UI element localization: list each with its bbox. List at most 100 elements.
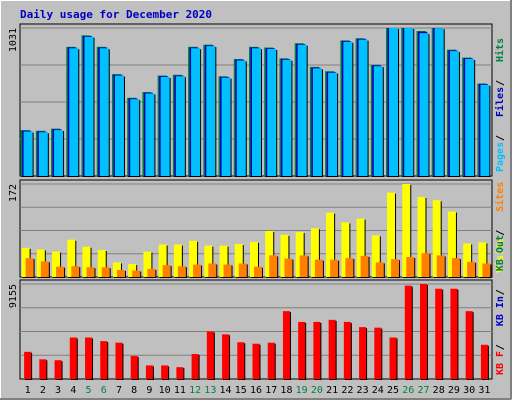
bar-pages-day-18 <box>282 59 292 176</box>
bar-pages-day-4 <box>69 48 79 177</box>
x-tick-10: 10 <box>159 385 171 396</box>
bar-sites-day-13 <box>208 263 217 277</box>
x-tick-20: 20 <box>311 385 323 396</box>
bar-sites-day-20 <box>314 259 323 277</box>
x-tick-6: 6 <box>101 385 107 396</box>
bar-pages-day-14 <box>221 77 231 176</box>
bar-kb-f-day-28 <box>435 288 443 379</box>
bar-sites-day-15 <box>238 263 247 277</box>
x-tick-8: 8 <box>131 385 137 396</box>
bar-kb-f-day-6 <box>100 341 108 379</box>
bar-kb-f-day-1 <box>24 351 32 379</box>
legend-kb-out: KB Out <box>495 235 506 271</box>
bar-kb-f-day-30 <box>465 311 473 379</box>
x-tick-1: 1 <box>25 385 31 396</box>
bar-pages-day-20 <box>312 68 322 176</box>
bar-sites-day-11 <box>177 266 186 277</box>
bar-sites-day-3 <box>56 266 65 277</box>
bar-pages-day-17 <box>267 48 277 176</box>
bar-kb-f-day-10 <box>161 365 169 379</box>
bar-visits-day-26 <box>402 184 411 277</box>
x-tick-4: 4 <box>70 385 76 396</box>
bar-kb-f-day-7 <box>115 342 123 379</box>
bar-pages-day-28 <box>434 28 444 176</box>
bar-sites-day-6 <box>101 267 110 277</box>
legend-pages: Pages <box>495 142 506 172</box>
bar-sites-day-22 <box>345 258 354 277</box>
bar-kb-f-day-13 <box>206 331 214 379</box>
bar-sites-day-2 <box>40 261 49 277</box>
bar-kb-f-day-17 <box>267 342 275 379</box>
bar-visits-day-31 <box>478 242 487 277</box>
x-tick-22: 22 <box>341 385 353 396</box>
bar-pages-day-24 <box>373 66 383 176</box>
bar-visits-day-15 <box>234 244 243 277</box>
bar-sites-day-5 <box>86 267 95 277</box>
bar-visits-day-13 <box>204 245 213 277</box>
y-max-label: 172 <box>8 184 19 202</box>
bar-pages-day-8 <box>130 99 140 176</box>
x-tick-3: 3 <box>55 385 61 396</box>
legend-separator: / <box>495 135 506 141</box>
chart-title: Daily usage for December 2020 <box>20 8 212 21</box>
bar-visits-day-6 <box>97 249 106 277</box>
bar-sites-day-16 <box>254 266 262 277</box>
bar-sites-day-17 <box>269 255 278 277</box>
bar-sites-day-14 <box>223 264 232 277</box>
bar-visits-day-30 <box>463 243 472 277</box>
legend-separator: / <box>495 80 506 86</box>
x-tick-24: 24 <box>372 385 384 396</box>
legend-kb-in: KB In <box>495 296 506 326</box>
x-tick-14: 14 <box>220 385 232 396</box>
bar-sites-day-19 <box>299 255 308 277</box>
bar-visits-day-4 <box>67 239 76 277</box>
bar-kb-f-day-5 <box>85 337 93 379</box>
bar-kb-f-day-9 <box>145 365 153 379</box>
x-tick-31: 31 <box>478 385 490 396</box>
bar-pages-day-9 <box>145 93 155 176</box>
x-tick-18: 18 <box>280 385 292 396</box>
bar-kb-f-day-8 <box>130 355 138 379</box>
bar-kb-f-day-24 <box>374 327 382 379</box>
x-tick-13: 13 <box>204 385 216 396</box>
bar-sites-day-4 <box>71 266 80 277</box>
y-max-label: 1031 <box>8 28 19 52</box>
bar-kb-f-day-11 <box>176 367 184 379</box>
bar-pages-day-31 <box>480 84 490 176</box>
bar-kb-f-day-22 <box>343 321 351 379</box>
bar-sites-day-31 <box>482 263 491 277</box>
legend-separator: / <box>495 344 506 350</box>
x-tick-27: 27 <box>417 385 429 396</box>
bar-sites-day-8 <box>132 270 141 277</box>
bar-pages-day-1 <box>23 131 33 176</box>
bar-sites-day-25 <box>391 259 400 277</box>
bar-kb-f-day-23 <box>359 327 367 379</box>
bar-visits-day-29 <box>447 211 456 277</box>
bar-visits-day-16 <box>250 241 258 277</box>
bar-pages-day-26 <box>404 28 414 176</box>
bar-kb-f-day-15 <box>237 342 245 379</box>
bar-visits-day-3 <box>52 251 61 277</box>
bar-kb-f-day-31 <box>480 344 488 379</box>
bar-kb-f-day-21 <box>328 319 336 379</box>
bar-visits-day-23 <box>356 218 365 277</box>
x-tick-11: 11 <box>174 385 186 396</box>
bar-pages-day-25 <box>389 28 399 176</box>
bar-kb-f-day-20 <box>313 321 321 379</box>
bar-visits-day-10 <box>158 244 167 277</box>
bar-pages-day-30 <box>465 59 475 176</box>
bar-visits-day-21 <box>326 212 335 277</box>
bar-pages-day-16 <box>252 48 261 177</box>
bar-pages-day-23 <box>358 39 368 176</box>
bar-kb-f-day-14 <box>222 334 230 379</box>
bar-kb-f-day-4 <box>69 337 77 379</box>
y-max-label: 9155 <box>8 284 19 308</box>
bar-sites-day-10 <box>162 265 171 277</box>
bar-kb-f-day-18 <box>282 311 290 379</box>
bar-visits-day-22 <box>341 222 350 277</box>
bar-visits-day-18 <box>280 234 289 277</box>
bar-sites-day-27 <box>421 253 430 277</box>
bar-pages-day-7 <box>114 75 124 176</box>
